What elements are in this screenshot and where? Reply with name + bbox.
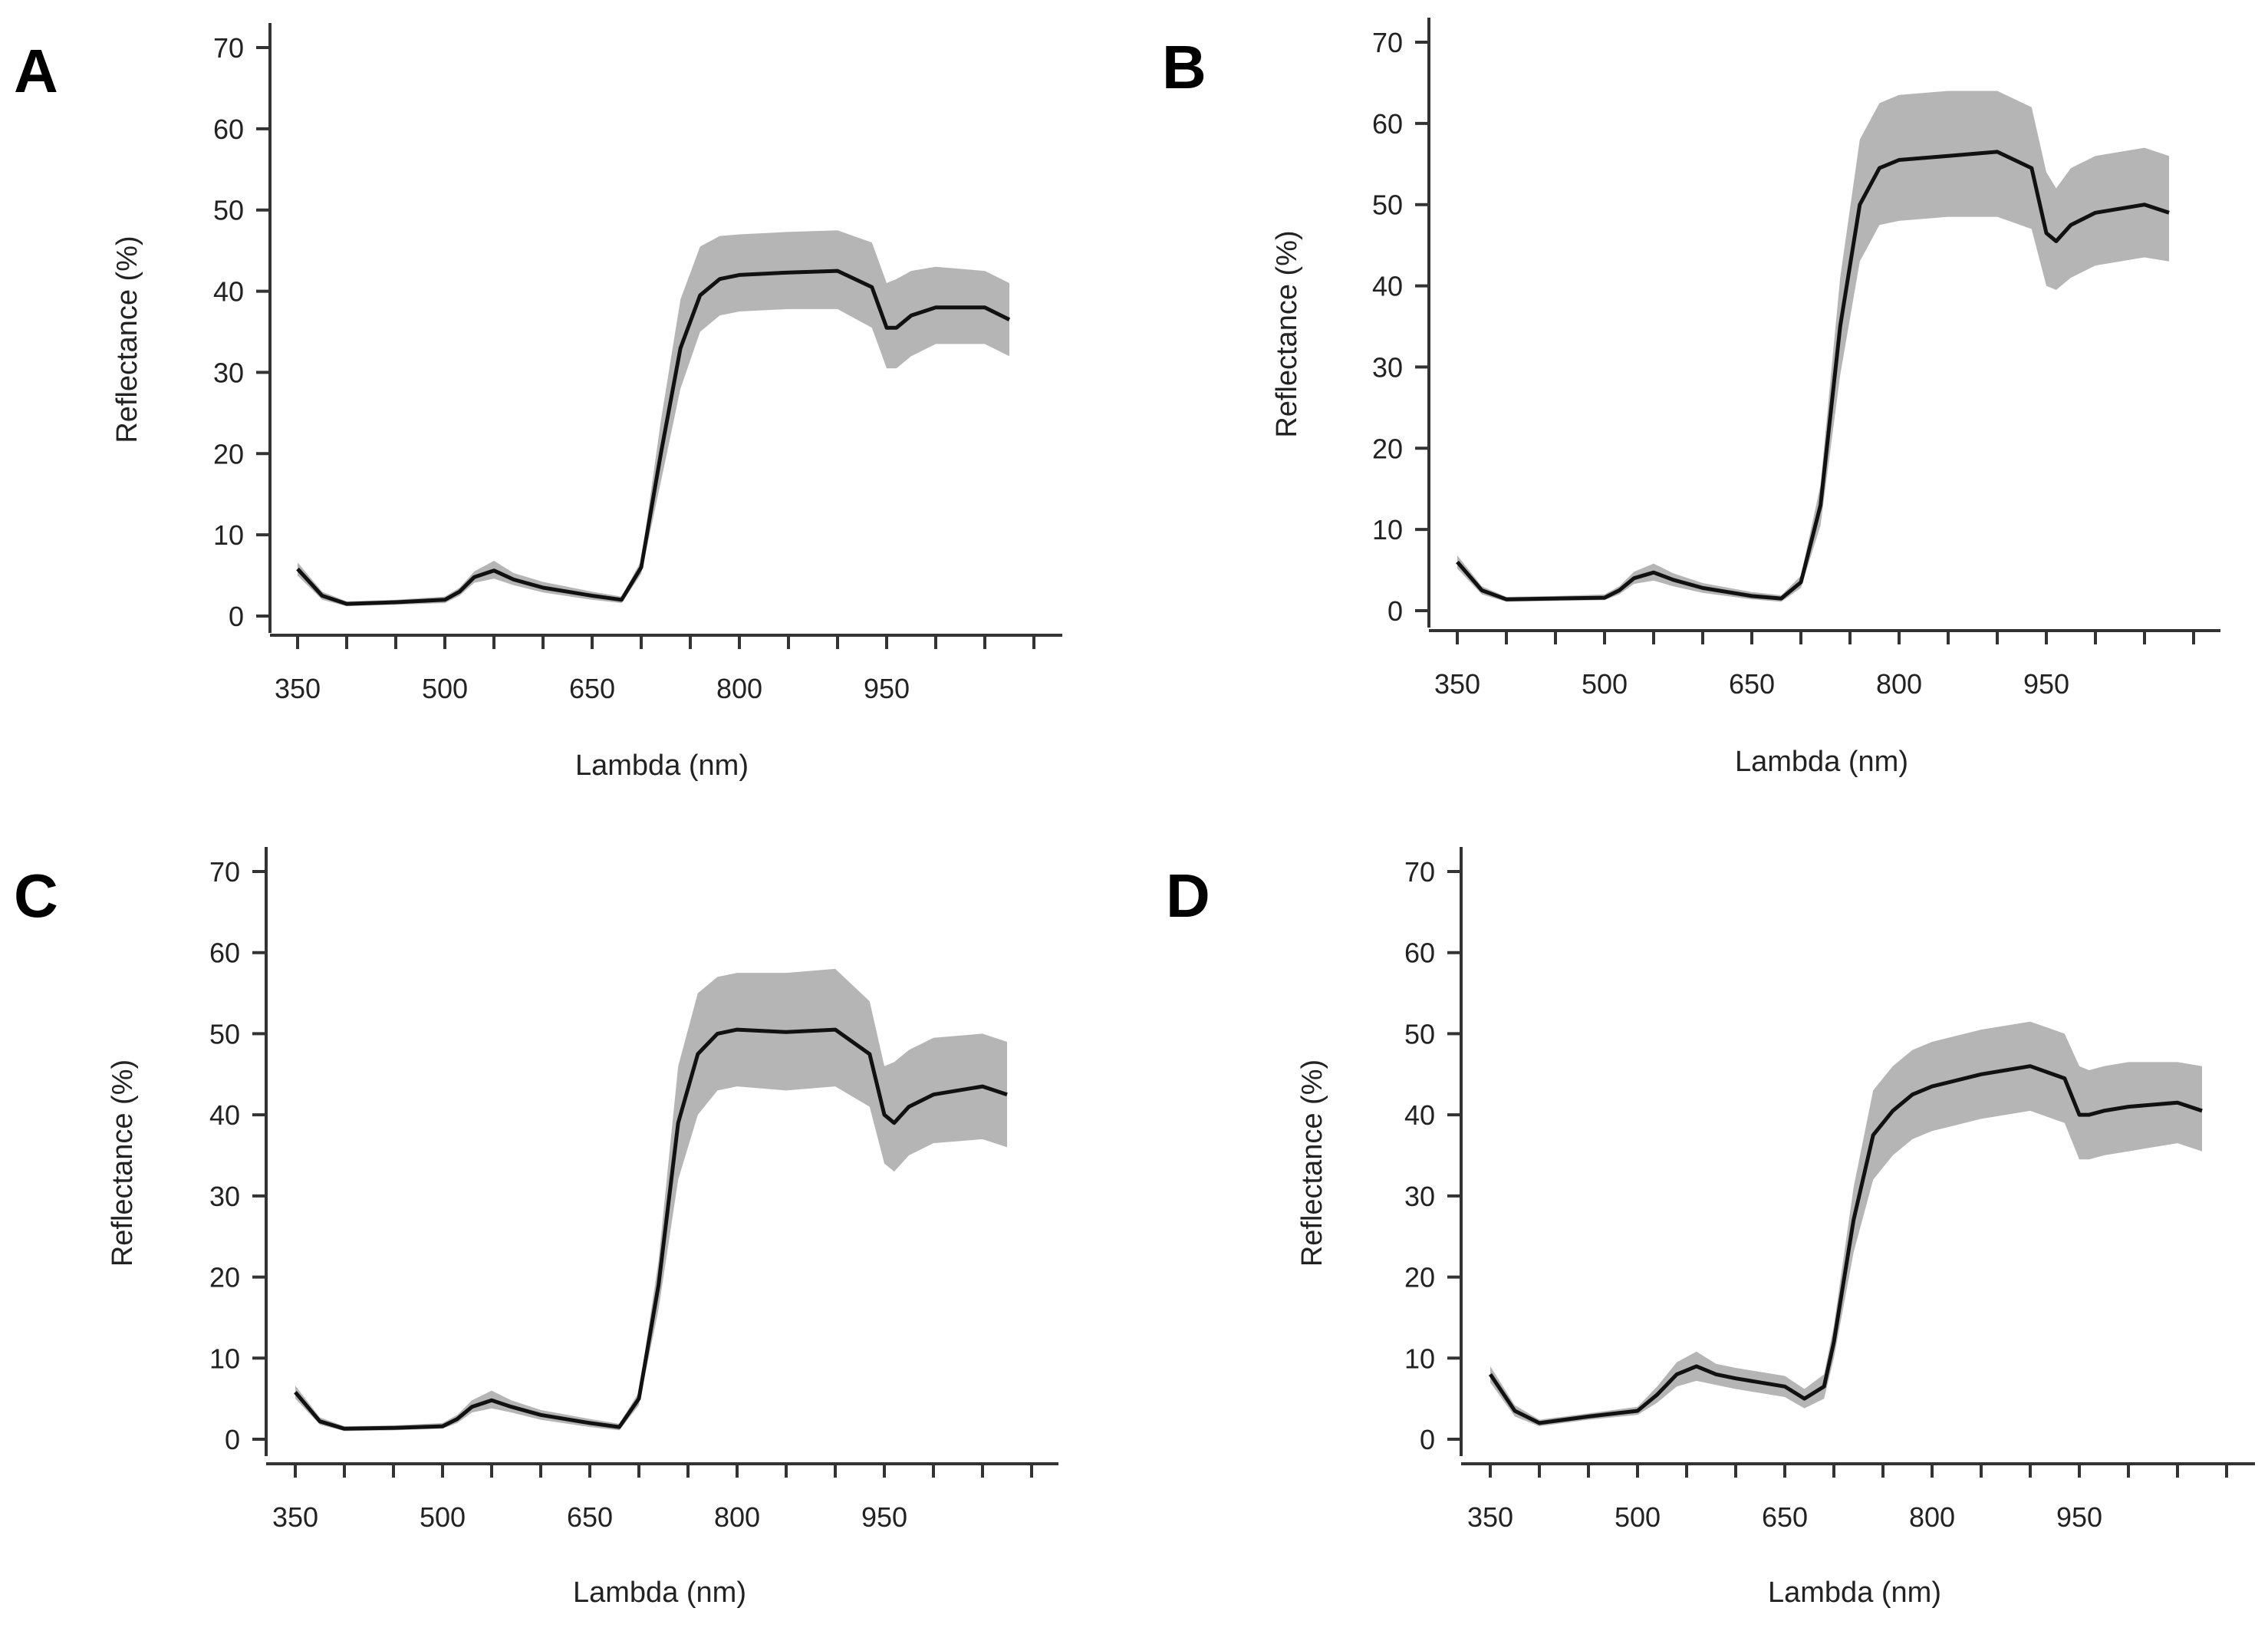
y-tick-label: 30 (209, 1181, 240, 1212)
panel-label: A (14, 37, 58, 105)
mean-line (1488, 1064, 2203, 1425)
y-tick-label: 50 (213, 195, 244, 226)
chart-panel-b: B 0 10 20 30 40 50 60 70 350 500 650 800 950 Lambda (n… (1162, 18, 2220, 778)
x-tick-label: 500 (420, 1501, 466, 1533)
x-tick-label: 800 (1876, 668, 1922, 700)
y-tick-label: 30 (213, 357, 244, 388)
y-tick-label: 30 (1404, 1181, 1435, 1212)
x-tick-label: 650 (1729, 668, 1775, 700)
mean-line (294, 1027, 1008, 1431)
sd-band (295, 968, 1007, 1432)
x-axis-title: Lambda (nm) (575, 750, 749, 782)
y-axis-title: Reflectance (%) (1271, 230, 1303, 437)
y-tick-label: 70 (213, 32, 244, 64)
y-tick-label: 50 (1372, 189, 1403, 221)
x-axis-title: Lambda (nm) (1768, 1577, 1941, 1609)
y-tick-label: 40 (209, 1099, 240, 1131)
y-tick-label: 50 (1404, 1018, 1435, 1050)
sd-band (298, 230, 1009, 607)
x-tick-label: 500 (422, 673, 468, 704)
panel-label: D (1166, 862, 1210, 930)
x-tick-label: 650 (569, 673, 615, 704)
x-tick-label: 800 (716, 673, 762, 704)
x-tick-label: 350 (275, 673, 321, 704)
panel-label: B (1162, 33, 1206, 101)
x-tick-label: 950 (2023, 668, 2069, 700)
y-tick-label: 50 (209, 1018, 240, 1050)
x-tick-label: 350 (1434, 668, 1480, 700)
x-tick-label: 650 (567, 1501, 613, 1533)
y-tick-label: 60 (1372, 108, 1403, 140)
y-axis-title: Reflectance (%) (107, 1059, 139, 1267)
x-tick-label: 350 (1467, 1501, 1513, 1533)
y-tick-label: 20 (1404, 1262, 1435, 1293)
x-tick-label: 350 (272, 1501, 318, 1533)
y-tick-label: 40 (1372, 271, 1403, 302)
x-tick-label: 800 (714, 1501, 760, 1533)
x-tick-label: 950 (864, 673, 910, 704)
mean-line (1456, 150, 2170, 601)
y-tick-label: 40 (1404, 1099, 1435, 1131)
y-tick-label: 60 (209, 937, 240, 969)
y-tick-label: 10 (1372, 514, 1403, 545)
y-axis-title: Reflectance (%) (111, 236, 143, 443)
y-tick-label: 20 (209, 1262, 240, 1293)
x-tick-label: 650 (1762, 1501, 1808, 1533)
y-tick-label: 40 (213, 276, 244, 308)
mean-line (296, 269, 1011, 606)
y-tick-label: 0 (1420, 1424, 1435, 1455)
y-tick-label: 0 (225, 1424, 240, 1455)
y-tick-label: 0 (1387, 595, 1403, 627)
y-tick-label: 20 (213, 438, 244, 470)
y-tick-label: 10 (213, 519, 244, 551)
y-axis-title: Reflectance (%) (1296, 1059, 1328, 1267)
x-tick-label: 950 (2056, 1501, 2102, 1533)
y-tick-label: 30 (1372, 351, 1403, 383)
x-axis-title: Lambda (nm) (573, 1577, 746, 1609)
y-tick-label: 70 (1404, 856, 1435, 888)
y-tick-label: 0 (229, 601, 244, 632)
chart-panel-d: D 0 10 20 30 40 50 60 70 350 500 650 800 950 Lambda (n… (1166, 847, 2255, 1609)
x-tick-label: 800 (1909, 1501, 1955, 1533)
chart-panel-c: C 0 10 20 30 40 50 60 70 350 500 650 800 950 Lambda (n… (14, 847, 1058, 1609)
y-tick-label: 20 (1372, 433, 1403, 464)
y-tick-label: 70 (209, 856, 240, 888)
chart-panel-a: A 0 10 20 30 40 50 60 70 350 500 650 800 950 Lambda (n… (14, 23, 1062, 782)
x-tick-label: 950 (861, 1501, 907, 1533)
x-axis-title: Lambda (nm) (1735, 746, 1908, 778)
y-tick-label: 10 (1404, 1343, 1435, 1374)
sd-band (1457, 91, 2169, 602)
x-tick-label: 500 (1582, 668, 1628, 700)
y-tick-label: 60 (213, 114, 244, 145)
y-tick-label: 10 (209, 1343, 240, 1374)
x-tick-label: 500 (1615, 1501, 1661, 1533)
panel-label: C (14, 862, 58, 930)
y-tick-label: 70 (1372, 27, 1403, 58)
sd-band (1490, 1021, 2202, 1427)
y-tick-label: 60 (1404, 937, 1435, 969)
